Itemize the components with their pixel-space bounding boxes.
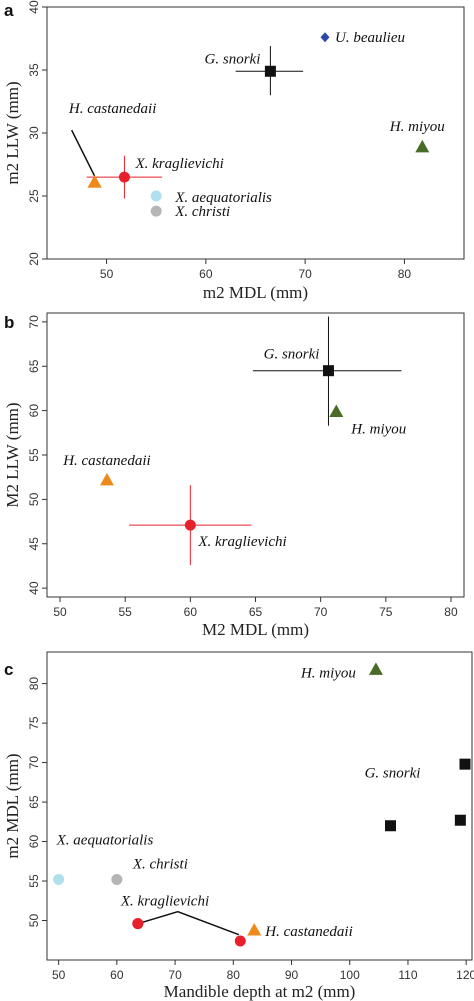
y-tick-label: 35 [27,63,41,77]
x-kraglievichi-label: X. kraglievichi [197,534,286,550]
g-snorki-marker [322,365,334,377]
point-2-marker [454,814,466,826]
x-tick-label: 50 [52,968,66,982]
x-tick-label: 100 [340,968,360,982]
x-tick-label: 110 [398,968,417,982]
x-aequatorialis-label: X. aequatorialis [174,190,272,206]
x-tick-label: 70 [298,267,312,281]
x-tick-label: 50 [100,267,114,281]
y-tick-label: 60 [27,835,41,849]
x-tick-label: 65 [249,605,263,619]
y-tick-label: 45 [27,537,41,551]
y-tick-label: 50 [27,914,41,928]
x-tick-label: 70 [168,968,182,982]
y-tick-label: 65 [27,795,41,809]
h-castanedaii-marker-overlay [87,175,102,188]
y-tick-label: 80 [27,677,41,691]
x-kraglievichi-leader-line [137,910,240,936]
x-tick-label: 70 [314,605,328,619]
x-aequatorialis-label: X. aequatorialis [56,832,154,848]
h-miyou-label: H. miyou [389,119,445,135]
u-beaulieu-label: U. beaulieu [335,30,405,46]
chart-panel-b: 50 55 60 65 70 75 80 40 45 50 55 60 65 70 M2 MDL (mm) M… [3,312,465,639]
y-tick-label: 70 [27,756,41,770]
y-tick-label: 50 [27,492,41,506]
chart-panel-c: 50 60 70 80 90 100 110 12050556065707580Mandibl… [3,651,474,1001]
y-tick-label: 65 [27,359,41,373]
y-tick-label: 55 [27,448,41,462]
x-christi-marker [150,205,162,217]
g-snorki-label: G. snorki [264,347,320,363]
x-kraglievichi-marker-overlay [132,918,144,930]
x-axis-label: m2 MDL (mm) [203,283,308,302]
g-snorki-marker [384,820,396,832]
point-7-marker [234,935,246,947]
x-tick-label: 120 [456,968,474,982]
h-castanedaii-label: H. castanedaii [62,453,151,469]
y-tick-label: 40 [27,0,41,14]
x-tick-label: 55 [119,605,133,619]
panel-letter: c [4,660,13,679]
y-tick-label: 60 [27,404,41,418]
y-axis-label: m2 MDL (mm) [3,753,22,858]
x-christi-label: X. christi [174,204,230,220]
x-kraglievichi-label: X. kraglievichi [134,156,223,172]
h-castanedaii-leader-line [70,129,96,177]
x-tick-label: 60 [199,267,213,281]
x-axis-label: Mandible depth at m2 (mm) [164,982,356,1001]
panel-letter: b [4,313,14,332]
h-castanedaii-marker [247,922,262,936]
x-tick-label: 80 [227,968,241,982]
h-miyou-marker [368,662,383,675]
y-tick-label: 20 [27,252,41,266]
x-tick-label: 90 [285,968,299,982]
x-aequatorialis-marker [150,190,162,202]
y-tick-label: 55 [27,874,41,888]
h-miyou-marker [329,404,344,418]
y-axis-label: M2 LLW (mm) [3,402,22,507]
y-tick-label: 75 [27,716,41,730]
x-axis-label: M2 MDL (mm) [202,620,309,639]
x-kraglievichi-label: X. kraglievichi [120,894,209,910]
x-tick-label: 75 [379,605,393,619]
h-miyou-marker [415,139,430,153]
y-axis-label: m2 LLW (mm) [3,81,22,184]
x-tick-label: 80 [398,267,412,281]
x-kraglievichi-marker [184,519,196,531]
x-tick-label: 60 [110,968,124,982]
x-aequatorialis-marker [53,873,65,885]
h-castanedaii-label: H. castanedaii [68,101,157,117]
h-castanedaii-marker [99,472,114,486]
x-tick-label: 60 [184,605,198,619]
h-miyou-label: H. miyou [350,422,406,438]
y-tick-label: 30 [27,126,41,140]
x-kraglievichi-marker [118,171,130,183]
y-tick-label: 25 [27,189,41,203]
x-tick-label: 50 [53,605,67,619]
h-castanedaii-label: H. castanedaii [264,924,353,940]
g-snorki-label: G. snorki [205,51,261,67]
y-tick-label: 40 [27,581,41,595]
x-tick-label: 80 [444,605,458,619]
h-miyou-label: H. miyou [300,665,356,681]
x-christi-label: X. christi [132,856,188,872]
u-beaulieu-marker [320,32,330,43]
point-3-marker [459,758,471,770]
g-snorki-label: G. snorki [365,766,421,782]
x-christi-marker [111,873,123,885]
y-tick-label: 70 [27,315,41,329]
plot-frame [46,651,473,961]
chart-panel-a: 50 60 70 80 20 25 30 35 40 m2 MDL (mm) m2 LLW (mm)… [3,0,465,302]
g-snorki-marker [264,65,276,77]
panel-letter: a [4,1,14,20]
